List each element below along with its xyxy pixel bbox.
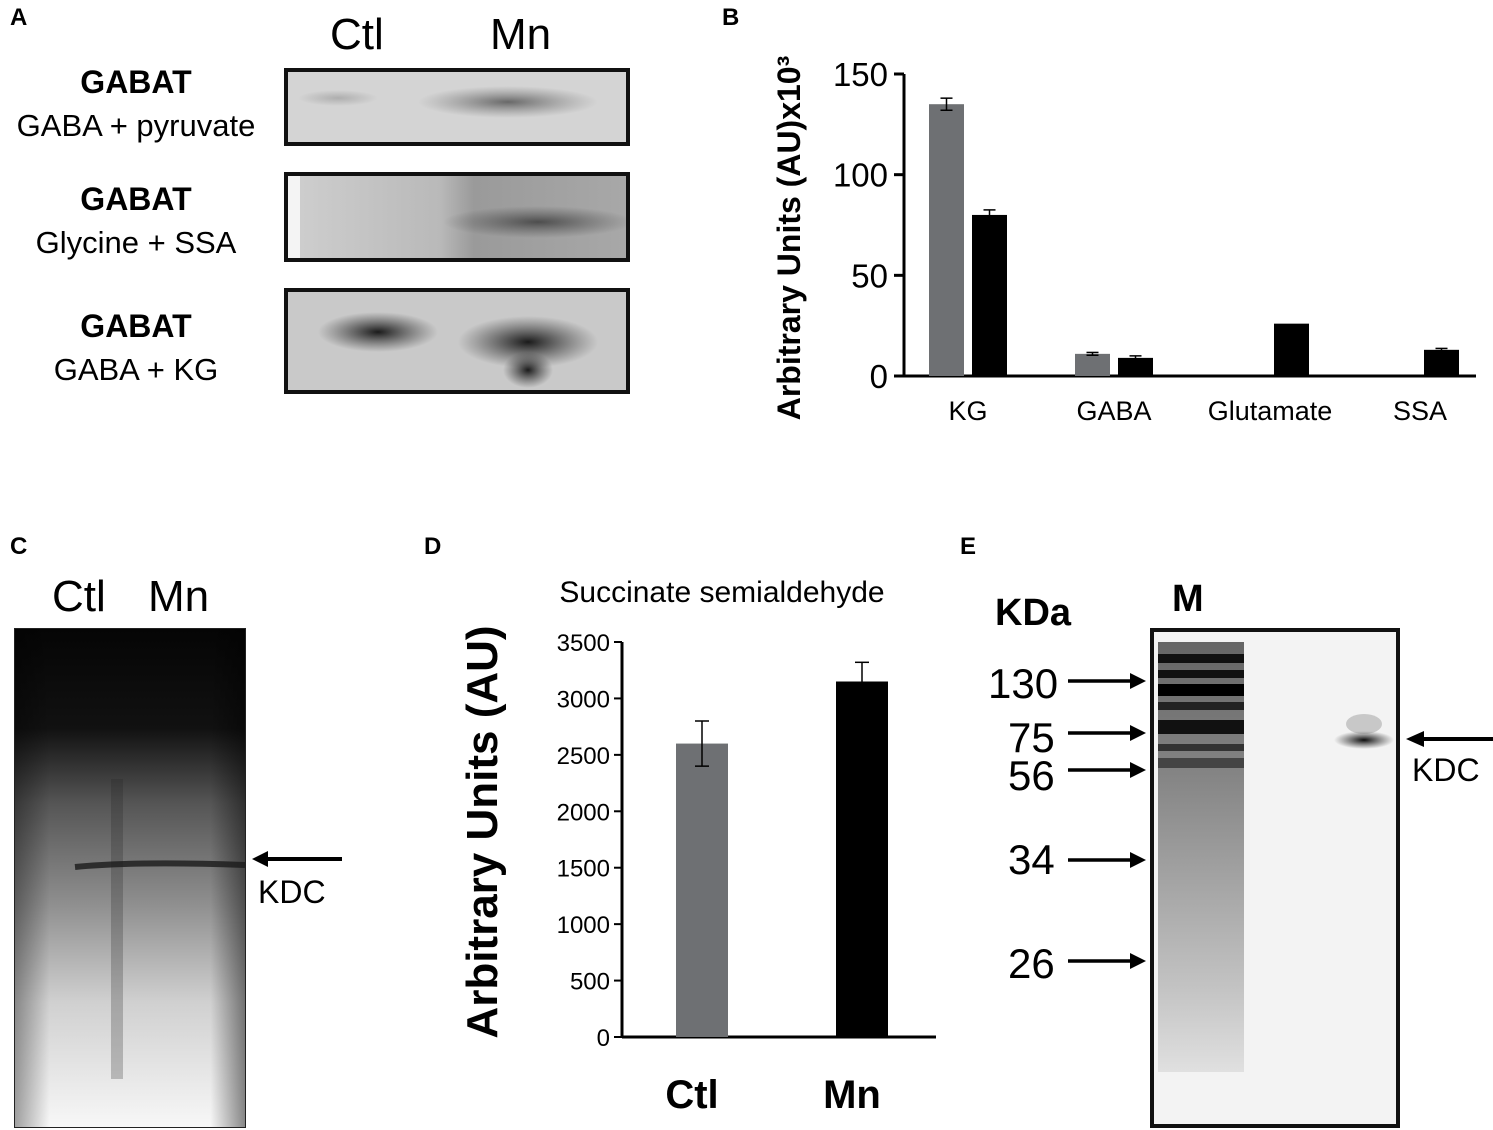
- panel-b-y-axis-label: Arbitrary Units (AU)x10³: [771, 56, 807, 421]
- panel-a-row3-subtitle: GABA + KG: [53, 352, 219, 387]
- panel-b-x-tick-label: Glutamate: [1208, 396, 1333, 426]
- panel-e-kdc-arrow-icon: [1406, 731, 1493, 747]
- panel-e-kdc-label: KDC: [1412, 752, 1480, 788]
- panel-e-marker-lane-label: M: [1172, 578, 1204, 620]
- panel-d-letter: D: [424, 533, 442, 560]
- panel-b-x-tick-label: GABA: [1076, 396, 1151, 426]
- panel-a-lane-ctl: Ctl: [330, 10, 384, 59]
- panel-b-y-tick-label: 150: [833, 56, 888, 93]
- panel-b-bar: [1075, 353, 1110, 376]
- panel-b-x-tick-label: KG: [948, 396, 987, 426]
- panel-d-y-tick-label: 3000: [557, 686, 610, 713]
- panel-c-lane-mn: Mn: [148, 572, 210, 621]
- panel-d-y-tick-label: 3500: [557, 630, 610, 657]
- panel-d-y-tick-label: 2000: [557, 799, 610, 826]
- panel-e-unit-label: KDa: [995, 592, 1072, 634]
- panel-c-kdc-label: KDC: [258, 874, 326, 910]
- panel-b-bar: [972, 214, 1007, 376]
- panel-a-row3-title: GABAT: [80, 308, 192, 344]
- panel-b-letter: B: [722, 4, 740, 31]
- panel-b-x-tick-label: SSA: [1393, 396, 1447, 426]
- panel-d-y-axis-label: Arbitrary Units (AU): [458, 625, 507, 1038]
- panel-c-kdc-arrow-icon: [252, 851, 342, 867]
- panel-d-bar-chart: Succinate semialdehyde 0 500 1000 1500 2000 25…: [458, 576, 936, 1117]
- panel-e-marker-56: 56: [1008, 752, 1055, 799]
- panel-a-gel-row3: [284, 288, 630, 394]
- panel-b-bar: [1424, 349, 1459, 376]
- panel-d-x-tick-label: Ctl: [665, 1073, 718, 1117]
- panel-d-chart-title: Succinate semialdehyde: [559, 576, 884, 609]
- panel-b-bar: [1118, 357, 1153, 376]
- panel-b-y-tick-label: 0: [870, 358, 888, 395]
- panel-e-letter: E: [960, 533, 977, 560]
- panel-e-marker-26: 26: [1008, 940, 1055, 987]
- panel-a-row1-title: GABAT: [80, 64, 192, 100]
- panel-a-lane-mn: Mn: [490, 10, 552, 59]
- panel-d-x-tick-label: Mn: [823, 1073, 881, 1117]
- panel-b-bar: [1274, 323, 1309, 376]
- panel-d-y-tick-label: 1500: [557, 856, 610, 883]
- panel-b-y-tick-label: 50: [851, 257, 888, 294]
- panel-a-row1-subtitle: GABA + pyruvate: [16, 108, 256, 143]
- panel-d-y-tick-label: 0: [597, 1025, 610, 1052]
- panel-d-bar: [676, 743, 728, 1037]
- panel-a-row2-title: GABAT: [80, 181, 192, 217]
- panel-a-gel-row1: [284, 68, 630, 146]
- panel-e-marker-arrows-icon: [1068, 673, 1146, 969]
- panel-b-bar: [929, 104, 964, 376]
- panel-b-y-tick-label: 100: [833, 157, 888, 194]
- panel-d-bar: [836, 681, 888, 1037]
- panel-c-letter: C: [10, 533, 28, 560]
- panel-e-marker-34: 34: [1008, 836, 1055, 883]
- panel-e-marker-75: 75: [1008, 714, 1055, 761]
- panel-c-lane-ctl: Ctl: [52, 572, 106, 621]
- panel-e-marker-130: 130: [988, 660, 1059, 707]
- panel-d-y-tick-label: 1000: [557, 912, 610, 939]
- panel-d-y-tick-label: 2500: [557, 743, 610, 770]
- panel-c-gel: [14, 628, 246, 1128]
- panel-a-letter: A: [10, 4, 28, 31]
- panel-a-row2-subtitle: Glycine + SSA: [35, 225, 237, 260]
- panel-d-y-tick-label: 500: [570, 969, 610, 996]
- panel-a-gel-row2: [284, 172, 630, 262]
- panel-e-blot: [1150, 628, 1400, 1128]
- panel-b-bar-chart: 0 50 100 150 Arbitrary Units (AU)x10³ KG GABA G…: [771, 56, 1476, 426]
